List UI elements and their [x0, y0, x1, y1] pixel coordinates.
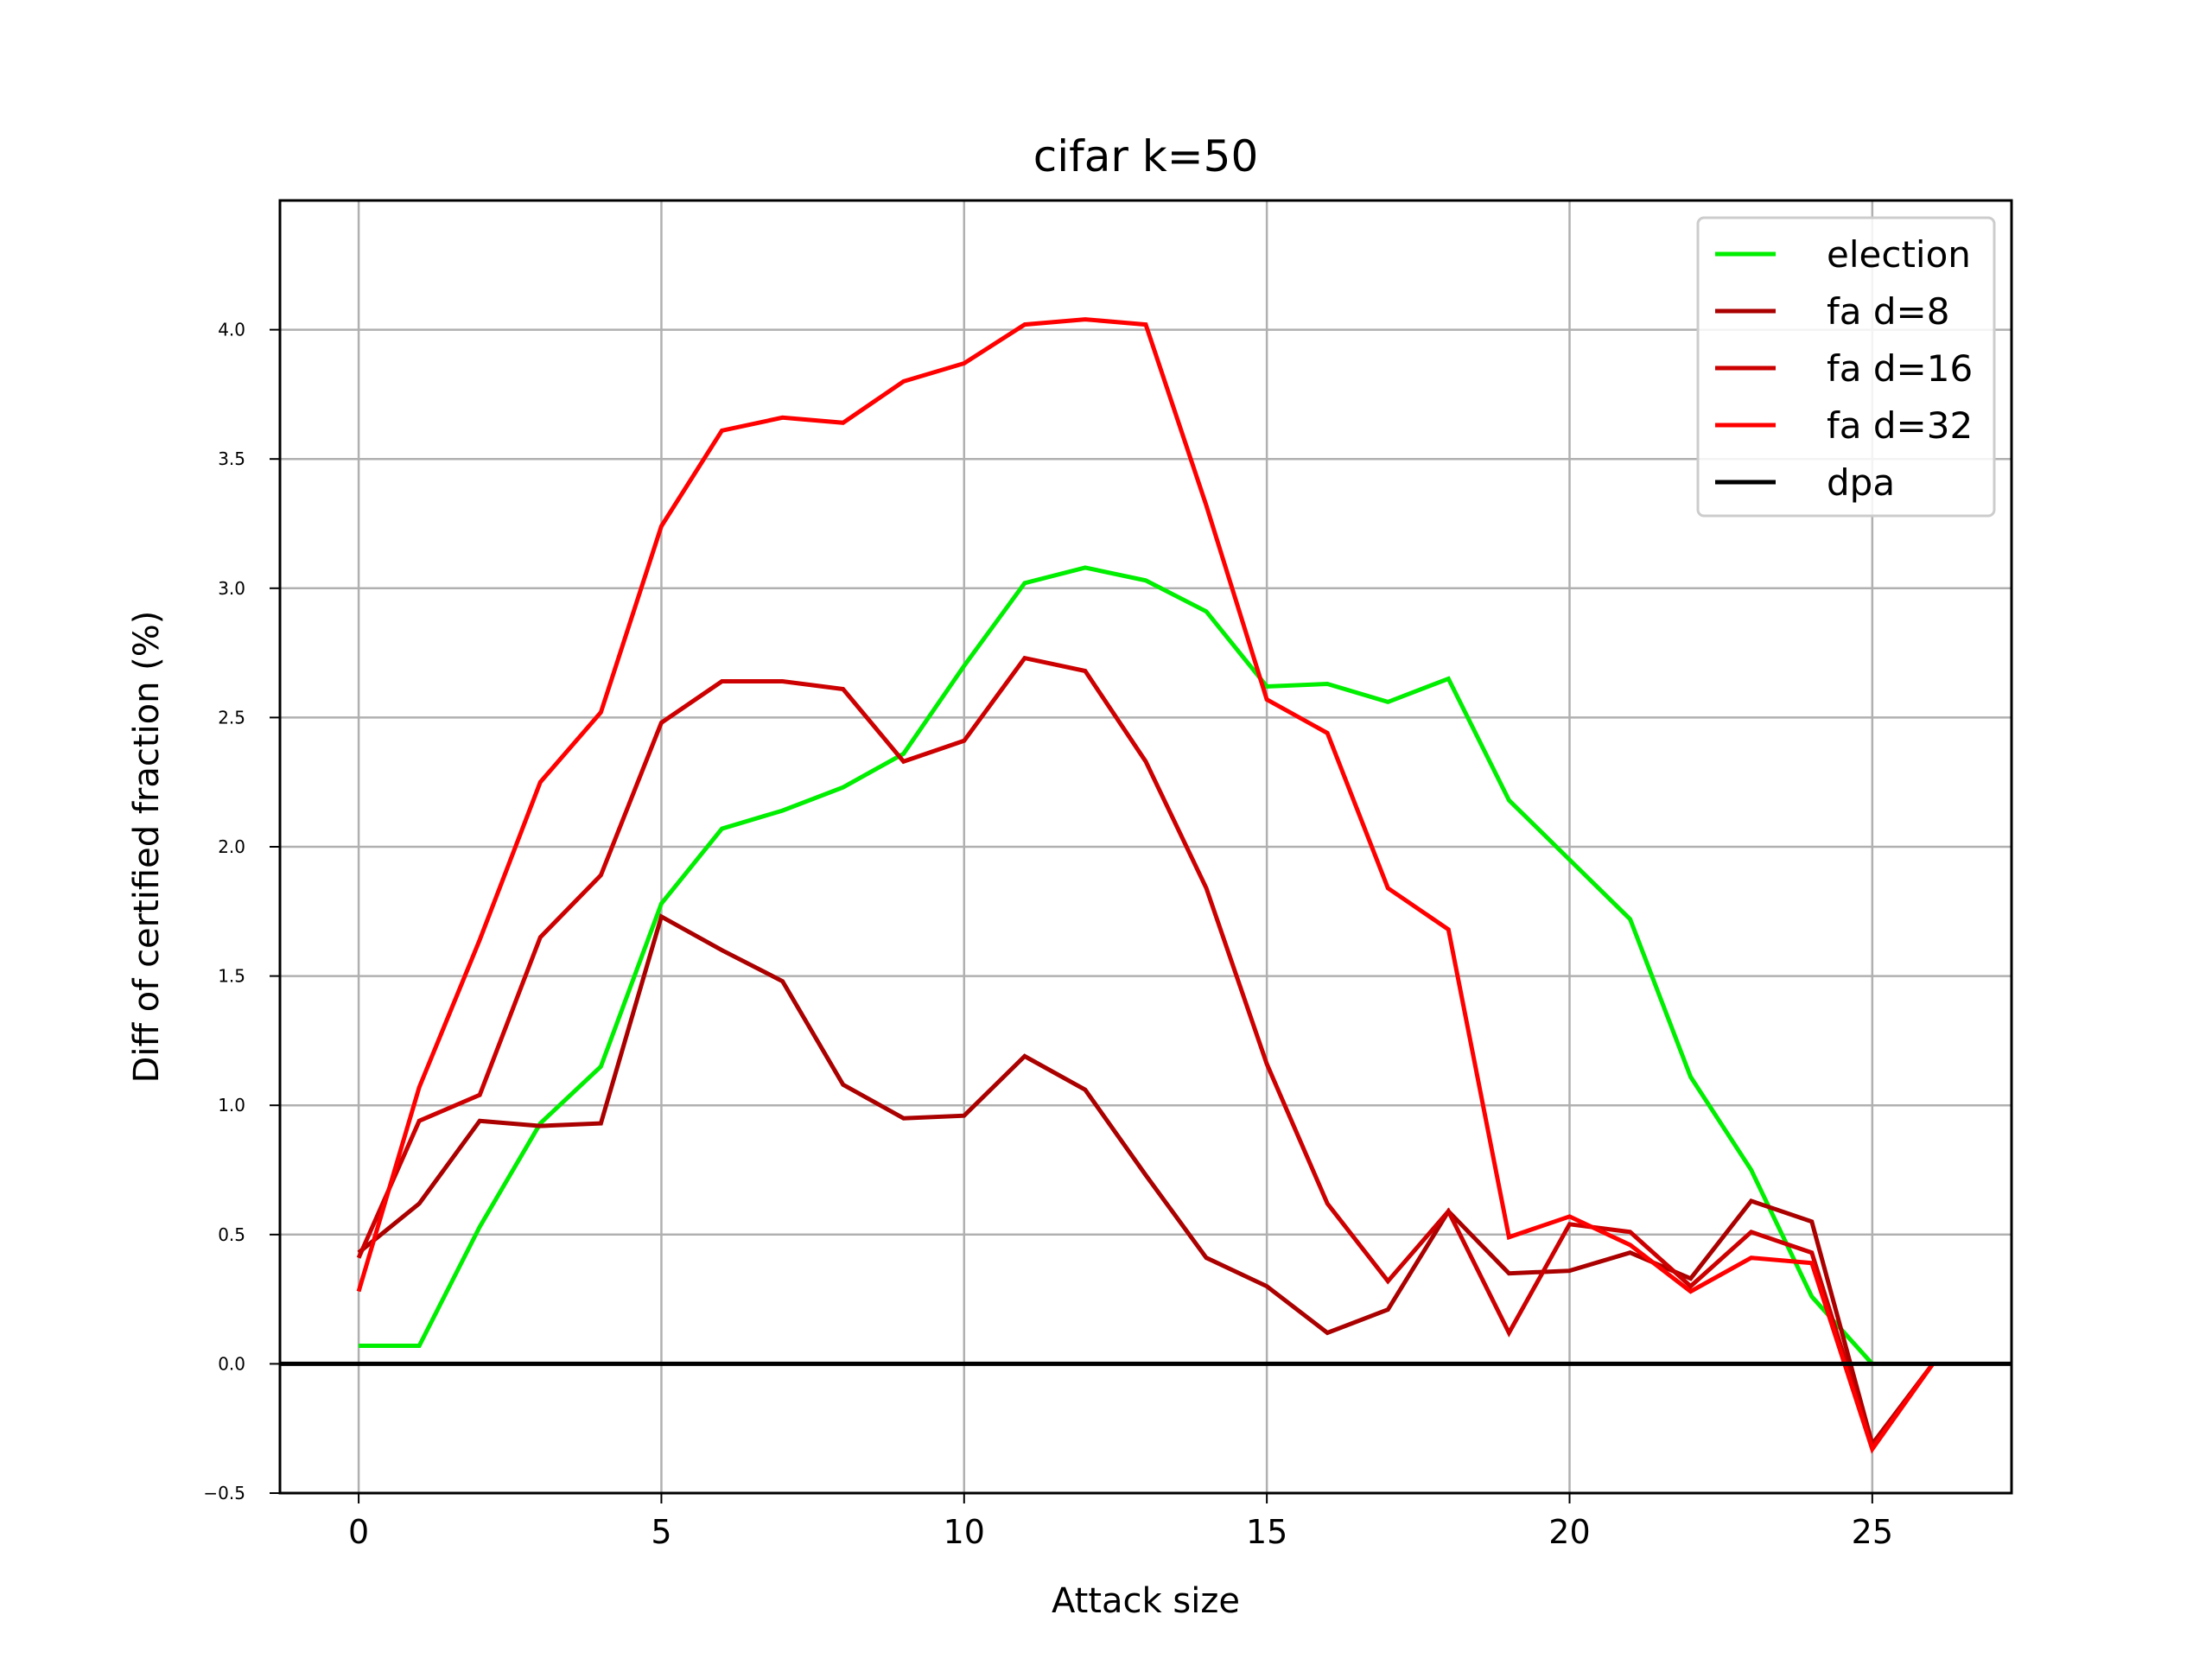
y-tick-label: −0.5: [203, 1483, 245, 1503]
chart-title: cifar k=50: [1033, 131, 1259, 181]
y-axis-label: Diff of certified fraction (%): [127, 611, 167, 1084]
y-tick-label: 3.0: [218, 578, 245, 599]
x-axis-label: Attack size: [1052, 1581, 1240, 1621]
y-tick-label: 2.0: [218, 836, 245, 857]
legend-label-dpa: dpa: [1827, 461, 1895, 504]
y-tick-label: 2.5: [218, 707, 245, 728]
legend-label-fa-d-8: fa d=8: [1827, 290, 1949, 333]
x-tick-label: 25: [1852, 1513, 1893, 1551]
series-line-fa-d-32: [356, 317, 1935, 1454]
plot-frame: [278, 199, 2013, 1495]
axis-ticks: 0 5 10 15 20 25 −0.5 0.0 0.5 1.0 1.5 2.0 2.5 3.0 3.5 4.…: [203, 320, 1893, 1551]
legend-label-election: election: [1827, 233, 1971, 276]
y-tick-label: 0.0: [218, 1353, 245, 1374]
series-line-election: [359, 565, 1874, 1366]
x-tick-label: 0: [348, 1513, 369, 1551]
y-tick-label: 0.5: [218, 1224, 245, 1245]
x-tick-label: 5: [651, 1513, 671, 1551]
x-tick-label: 20: [1548, 1513, 1590, 1551]
y-tick-label: 4.0: [218, 320, 245, 340]
legend-label-fa-d-32: fa d=32: [1827, 404, 1973, 447]
y-tick-label: 1.5: [218, 966, 245, 987]
y-tick-label: 3.5: [218, 448, 245, 469]
legend-box: [1696, 216, 1996, 518]
legend-label-fa-d-16: fa d=16: [1827, 347, 1973, 390]
x-tick-label: 15: [1246, 1513, 1287, 1551]
y-tick-label: 1.0: [218, 1095, 245, 1116]
legend: election fa d=8 fa d=16 fa d=32 dpa: [1696, 216, 1996, 518]
series-line-fa-d-16: [356, 655, 1935, 1452]
x-tick-label: 10: [944, 1513, 985, 1551]
plot-series: [280, 317, 2012, 1454]
